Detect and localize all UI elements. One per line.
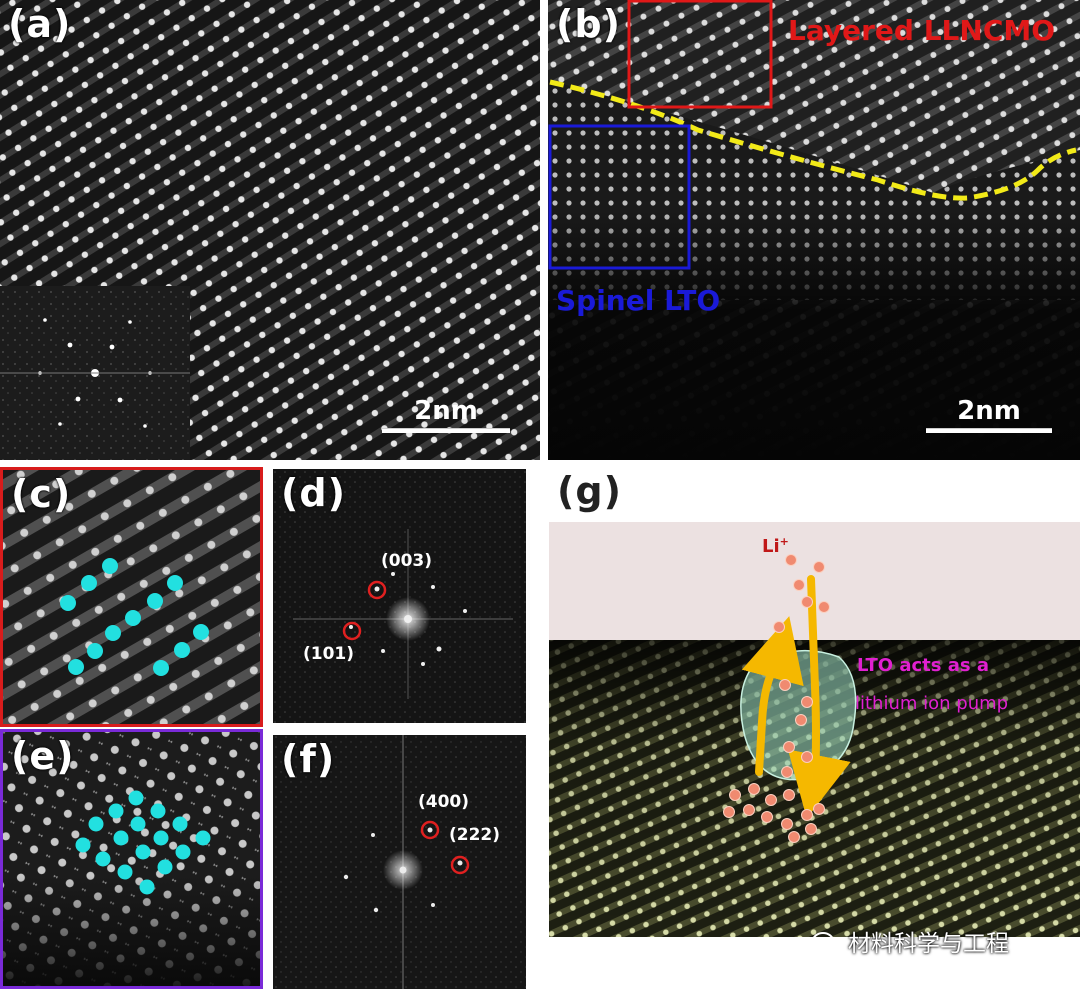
li-ion-dots [723, 554, 830, 843]
panel-b-scale-line [926, 428, 1052, 433]
panel-a-scale-bar: 2nm [382, 396, 510, 433]
panel-f-fft [273, 735, 526, 989]
spot-400-circle [420, 820, 440, 840]
spinel-region-box [548, 124, 691, 270]
panel-c: (c) [0, 467, 263, 727]
panel-c-atom-markers [60, 558, 209, 676]
panel-a-scale-line [382, 428, 510, 433]
panel-b-label: (b) [556, 2, 621, 46]
panel-e-label: (e) [11, 734, 75, 778]
panel-a-label: (a) [8, 2, 72, 46]
panel-a-scale-text: 2nm [414, 396, 478, 426]
li-ion-charge: + [779, 535, 789, 548]
spot-222-label: (222) [449, 825, 501, 845]
wechat-icon [812, 932, 841, 954]
panel-d-label: (d) [281, 471, 346, 515]
watermark: 材料科学与工程 [812, 924, 1009, 958]
panel-c-label: (c) [11, 472, 72, 516]
panel-e-atom-markers [75, 790, 211, 895]
spot-222-circle [450, 855, 470, 875]
panel-g-schematic [549, 522, 1080, 937]
spot-400-label: (400) [418, 792, 470, 812]
panel-a-lattice [0, 0, 540, 460]
spot-003-circle [367, 580, 387, 600]
panel-d-fft [273, 469, 526, 723]
lto-pump-caption-2: lithium ion pump [855, 693, 1009, 714]
panel-d: (d) (003) (101) [273, 469, 526, 723]
panel-a: (a) 2nm [0, 0, 540, 460]
panel-e: (e) [0, 729, 263, 989]
li-in-arrow [741, 616, 804, 776]
panel-g: (g) Li+ LTO acts as a lithium ion pump [549, 467, 1080, 989]
panel-b: (b) Layered LLNCMO Spinel LTO 2nm [548, 0, 1080, 460]
panel-f-label: (f) [281, 737, 336, 781]
spinel-lto-label: Spinel LTO [556, 284, 721, 317]
li-ion-label: Li+ [762, 535, 789, 557]
panel-f: (f) (400) (222) [273, 735, 526, 989]
spot-003-label: (003) [381, 551, 433, 571]
panel-b-lattice [548, 0, 1080, 460]
panel-b-scale-text: 2nm [957, 396, 1021, 426]
spot-101-label: (101) [303, 644, 355, 664]
spot-101-circle [342, 621, 362, 641]
layered-region-box [627, 0, 773, 109]
panel-e-lattice [3, 732, 260, 986]
panel-c-lattice [3, 470, 260, 724]
lto-pump-caption-1: LTO acts as a [857, 655, 990, 676]
watermark-text: 材料科学与工程 [848, 931, 1009, 957]
interface-line [549, 79, 1077, 201]
li-out-arrow [787, 575, 851, 819]
layered-llncmo-label: Layered LLNCMO [788, 14, 1056, 47]
li-ion-label-text: Li [762, 536, 780, 557]
panel-g-label: (g) [557, 469, 622, 513]
panel-b-scale-bar: 2nm [926, 396, 1052, 433]
